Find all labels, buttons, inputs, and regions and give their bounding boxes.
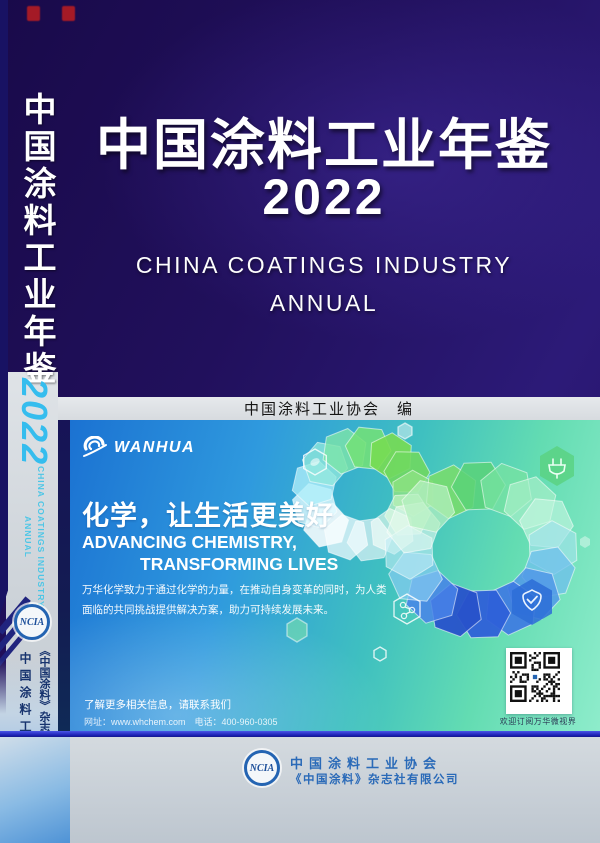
spine-subtitle-en-line2: ANNUAL (23, 516, 33, 558)
molecule-hexagon-icon (393, 593, 421, 625)
cover-fold-strip (58, 420, 70, 731)
ncia-logo-text: NCIA (19, 616, 45, 628)
ncia-logo-text: NCIA (249, 762, 275, 774)
editor-band: 中国涂料工业协会 编 (58, 397, 600, 420)
separator-line (0, 731, 600, 737)
spine-subtitle-en: CHINA COATINGS INDUSTRY ANNUAL (21, 462, 47, 612)
ad-contact-line2: 网址：www.whchem.com 电话：400-960-0305 (84, 717, 278, 727)
cover-title: 中国涂料工业年鉴 (95, 114, 552, 176)
footer-left-blue (0, 737, 70, 843)
ad-body-line2: 面临的共同挑战提供解决方案，助力可持续发展未来。 (82, 604, 334, 616)
ad-slogan-en-line1: ADVANCING CHEMISTRY, (82, 532, 297, 552)
ad-body-line1: 万华化学致力于通过化学的力量，在推动自身变革的同时，为人类 (82, 584, 387, 596)
cover-subtitle-line1: CHINA COATINGS INDUSTRY (135, 252, 513, 278)
hexagon-infinity-graphic (286, 422, 590, 662)
footer-publisher-name: 《中国涂料》杂志社有限公司 (290, 774, 459, 786)
red-stamp (62, 6, 75, 21)
spine-subtitle-en-line1: CHINA COATINGS INDUSTRY (36, 466, 46, 608)
cover-subtitle-line2: ANNUAL (269, 290, 379, 316)
footer-association-name: 中国涂料工业协会 (290, 756, 443, 771)
wanhua-swirl-icon (83, 436, 107, 457)
editor-credit: 中国涂料工业协会 编 (243, 401, 414, 418)
ad-body-text: 万华化学致力于通过化学的力量，在推动自身变革的同时，为人类 面临的共同挑战提供解… (82, 580, 392, 620)
ncia-logo-spine: NCIA (14, 604, 50, 640)
red-stamp (27, 6, 40, 21)
spine-year: 2022 (14, 378, 55, 467)
qr-caption: 欢迎订阅万华微视界 (499, 717, 577, 726)
qr-code-pattern (510, 652, 560, 702)
spine-lower-blue (0, 660, 58, 737)
ad-slogan-en-line2: TRANSFORMING LIVES (140, 554, 339, 574)
spine-title: 中国涂料工业年鉴 (19, 92, 56, 388)
footer-strip (0, 737, 600, 843)
wanhua-brand-text: WANHUA (114, 439, 195, 456)
plug-hexagon-icon (540, 446, 574, 486)
ncia-logo-footer: NCIA (244, 750, 280, 786)
wanhua-ad-banner: WANHUA 化学，让生活更美好 ADVANCING CHEMISTRY, TR… (70, 420, 600, 731)
qr-code (506, 648, 572, 714)
spine-left-edge (0, 0, 8, 615)
ad-contact-line1: 了解更多相关信息，请联系我们 (84, 699, 231, 711)
cover-year: 2022 (262, 169, 386, 225)
ad-slogan-cn: 化学，让生活更美好 (82, 501, 334, 531)
shield-hexagon-icon (512, 579, 552, 625)
leaf-hexagon-icon (303, 448, 327, 476)
cover-background-glow (58, 0, 600, 397)
wanhua-logo: WANHUA (82, 436, 195, 460)
